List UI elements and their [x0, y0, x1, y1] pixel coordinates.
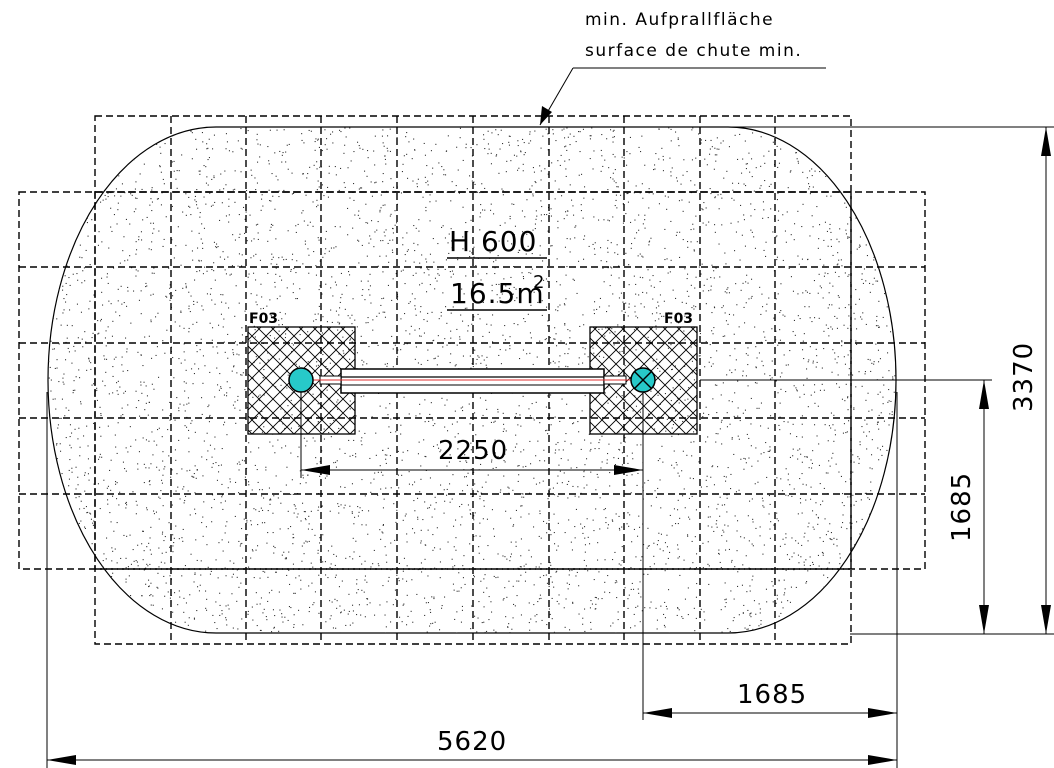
- footing-tag-right: F03: [664, 311, 693, 327]
- callout-line-2: surface de chute min.: [585, 41, 802, 61]
- dim-half-height-label: 1685: [947, 472, 977, 542]
- dim-half-height: [700, 379, 992, 634]
- dim-total-height: [700, 126, 1054, 635]
- area-exponent: 2: [533, 272, 544, 293]
- dim-post-spacing-label: 2250: [438, 436, 508, 466]
- beam: [301, 368, 643, 394]
- footing-tag-left: F03: [249, 311, 278, 327]
- post-right-cross: [633, 370, 653, 390]
- dim-half-width-label: 1685: [737, 680, 807, 710]
- height-label: H 600: [449, 225, 537, 258]
- callout-line-1: min. Aufprallfläche: [585, 10, 774, 30]
- dim-total-height-label: 3370: [1009, 342, 1039, 412]
- callout-arrowhead: [540, 106, 552, 125]
- dim-half-width: [643, 392, 898, 768]
- dim-post-spacing: [300, 392, 644, 720]
- area-label: 16.5m: [450, 277, 545, 310]
- dim-total-width-label: 5620: [437, 727, 507, 757]
- post-left: [288, 367, 314, 393]
- dim-total-width: [46, 392, 897, 768]
